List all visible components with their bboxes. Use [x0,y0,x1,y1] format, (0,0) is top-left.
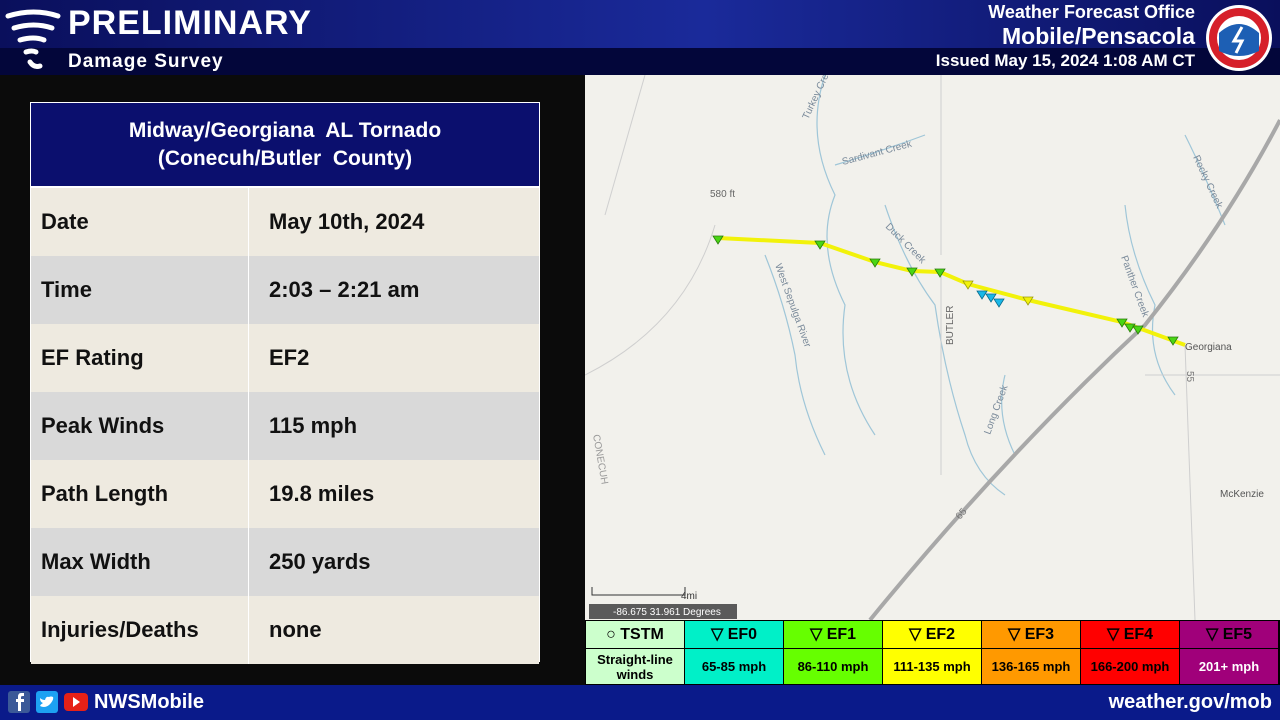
nws-logo [1206,5,1272,71]
legend-cell: ○ TSTM Straight-line winds [586,621,685,684]
legend-cell: ▽ EF0 65-85 mph [685,621,784,684]
row-label: Injuries/Deaths [31,596,249,664]
legend-range: 166-200 mph [1090,659,1170,674]
legend-name: ▽ EF4 [1081,621,1179,649]
row-label: Max Width [31,528,249,596]
table-row: Injuries/Deaths none [31,596,539,664]
table-row: Path Length 19.8 miles [31,460,539,528]
legend-name: ▽ EF3 [982,621,1080,649]
coordinates: -86.675 31.961 Degrees [613,607,721,618]
row-value: 19.8 miles [269,481,375,506]
location: Mobile/Pensacola [1001,23,1195,49]
row-value: EF2 [269,345,310,370]
row-label: Date [31,188,249,256]
row-value: none [269,617,322,642]
title: PRELIMINARY [68,4,312,42]
map-label: McKenzie [1220,489,1264,500]
legend-range: 201+ mph [1198,659,1260,674]
legend: ○ TSTM Straight-line winds ▽ EF0 65-85 mph ▽… [585,620,1280,685]
header-band [0,48,1280,75]
table-row: EF Rating EF2 [31,324,539,392]
row-value: May 10th, 2024 [269,209,425,234]
social-icons [8,691,88,713]
legend-cell: ▽ EF4 166-200 mph [1081,621,1180,684]
row-value: 115 mph [269,413,358,438]
scale-label: 4mi [681,591,697,602]
row-value: 250 yards [269,549,371,574]
rivers [764,75,1226,496]
legend-range: 86-110 mph [797,659,869,674]
row-label: Peak Winds [31,392,249,460]
table-row: Time 2:03 – 2:21 am [31,256,539,324]
legend-name: ○ TSTM [586,621,684,649]
legend-range: 136-165 mph [991,659,1071,674]
issued: Issued May 15, 2024 1:08 AM CT [935,51,1195,70]
legend-name: ▽ EF2 [883,621,981,649]
table-title-line: (Conecuh/Butler County) [157,146,413,170]
office: Weather Forecast Office [988,2,1195,22]
table-row: Date May 10th, 2024 [31,188,539,256]
header: PRELIMINARY Damage Survey Weather Foreca… [0,0,1280,75]
damage-points [712,235,1179,346]
legend-range: 111-135 mph [893,659,971,674]
map-label: Georgiana [1185,342,1232,353]
tornado-icon [5,9,61,69]
url: weather.gov/mob [1108,691,1272,713]
scale-bar [591,587,686,596]
map-label: BUTLER [945,306,956,345]
legend-cell: ▽ EF3 136-165 mph [982,621,1081,684]
row-label: Time [31,256,249,324]
legend-cell: ▽ EF1 86-110 mph [784,621,883,684]
map-label: 55 [1184,371,1195,383]
info-table: Midway/Georgiana AL Tornado (Conecuh/Butl… [30,102,540,664]
roads [585,75,1280,620]
table-title-line: Midway/Georgiana AL Tornado [128,118,442,142]
handle: NWSMobile [94,691,204,713]
legend-range: Straight-line winds [597,651,673,682]
legend-cell: ▽ EF2 111-135 mph [883,621,982,684]
footer: NWSMobile weather.gov/mob [0,685,1280,720]
table-title: Midway/Georgiana AL Tornado (Conecuh/Butl… [31,103,539,188]
map-label: 580 ft [710,189,735,200]
map: Turkey Creek Sardivant Creek 580 ft Duck… [585,75,1280,620]
row-label: EF Rating [31,324,249,392]
row-value: 2:03 – 2:21 am [269,277,420,302]
legend-cell: ▽ EF5 201+ mph [1180,621,1279,684]
map-bg [585,75,1280,620]
table-row: Max Width 250 yards [31,528,539,596]
legend-name: ▽ EF1 [784,621,882,649]
coord-box [589,604,737,619]
legend-range: 65-85 mph [701,659,767,674]
table-row: Peak Winds 115 mph [31,392,539,460]
legend-name: ▽ EF0 [685,621,783,649]
subtitle: Damage Survey [68,51,224,72]
interstate [868,119,1280,620]
row-label: Path Length [31,460,249,528]
legend-name: ▽ EF5 [1180,621,1278,649]
table-rows: Date May 10th, 2024 Time 2:03 – 2:21 am EF R… [31,188,539,664]
